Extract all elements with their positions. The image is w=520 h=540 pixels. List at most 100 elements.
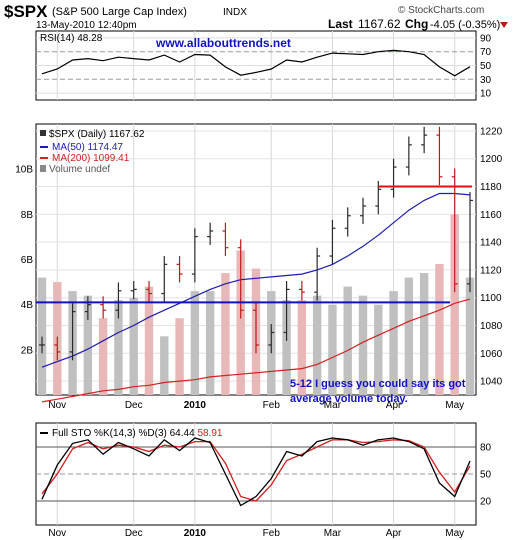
volume-tick-label: 4B [21, 300, 34, 311]
volume-bar [160, 336, 169, 395]
price-x-label: Mar [324, 400, 342, 411]
volume-bar [37, 277, 47, 395]
volume-bar [83, 295, 93, 395]
price-tick-label: 1080 [480, 321, 503, 332]
annotation-line-1: 5-12 I guess you could say its got [290, 378, 466, 390]
volume-bar [205, 291, 215, 395]
sto-k-value: 64.44 [170, 428, 195, 439]
last-label: Last [328, 17, 353, 31]
price-tick-label: 1160 [480, 210, 502, 221]
volume-bar [114, 300, 123, 395]
volume-bar [129, 297, 138, 395]
volume-bar [343, 286, 352, 395]
sto-ticks: 80 50 20 [480, 443, 492, 508]
ma200-line [41, 298, 471, 403]
price-tick-label: 1200 [480, 154, 503, 165]
price-x-label: Nov [48, 400, 66, 411]
price-tick-label: 1180 [480, 182, 502, 193]
rsi-label: RSI(14) 48.28 [40, 33, 103, 44]
rsi-line [41, 49, 471, 77]
volume-bar [419, 273, 429, 395]
volume-bar [297, 300, 307, 395]
ma50-line [41, 192, 471, 368]
price-tick-label: 1060 [480, 349, 503, 360]
price-tick-label: 1040 [480, 377, 503, 388]
price-tick-label: 1100 [480, 293, 502, 304]
rsi-overbought-fill [385, 50, 402, 52]
volume-bar [435, 264, 444, 395]
volume-bars [37, 214, 475, 395]
volume-bar [144, 286, 154, 395]
volume-bar [374, 304, 383, 395]
volume-bar [450, 214, 459, 395]
volume-tick-label: 2B [21, 345, 34, 356]
price-x-label: May [445, 400, 464, 411]
volume-bar [236, 250, 245, 395]
volume-tick-label: 6B [21, 255, 34, 266]
price-label: $SPX (Daily) 1167.62 [49, 129, 145, 140]
quote-date: 13-May-2010 12:40pm [36, 20, 137, 31]
price-x-label: 2010 [184, 400, 207, 411]
rsi-ticks: 90 70 50 30 10 [480, 33, 492, 99]
volume-tick-label: 8B [21, 210, 34, 221]
rsi-grid [36, 31, 476, 100]
annotation-line-2: average volume today. [290, 393, 408, 405]
volume-tick-label: 10B [15, 165, 33, 176]
sto-x-label: Mar [324, 528, 342, 539]
symbol: $SPX [4, 2, 48, 21]
sto-x-label: 2010 [184, 528, 207, 539]
sto-k-line [41, 437, 471, 507]
sto-label: Full STO %K(14,3) %D(3) [52, 428, 167, 439]
x-axis-labels-bottom: Nov Dec 2010 Feb Mar Apr May [48, 528, 464, 539]
rsi-tick-label: 70 [480, 47, 492, 58]
volume-bar [465, 277, 475, 395]
ma50-legend: MA(50) 1174.47 [52, 142, 123, 153]
sto-d-value: 58.91 [197, 428, 222, 439]
price-tick-label: 1220 [480, 126, 503, 137]
sto-tick-label: 80 [480, 443, 492, 454]
volume-swatch [40, 165, 46, 172]
volume-bar [221, 273, 230, 395]
volume-bar [358, 295, 368, 395]
price-x-label: Apr [386, 400, 402, 411]
volume-bar [389, 291, 398, 395]
volume-bar [175, 318, 184, 395]
rsi-tick-label: 50 [480, 61, 492, 72]
sto-tick-label: 50 [480, 470, 492, 481]
volume-bar [312, 295, 322, 395]
volume-legend: Volume undef [49, 164, 110, 175]
rsi-tick-label: 90 [480, 33, 492, 44]
exchange: INDX [223, 7, 247, 18]
ma200-legend: MA(200) 1099.41 [52, 153, 130, 164]
sto-x-label: Apr [386, 528, 402, 539]
chg-value: -4.05 (-0.35%) [430, 19, 500, 31]
rsi-tick-label: 30 [480, 75, 492, 86]
sto-x-label: Dec [125, 528, 143, 539]
sto-tick-label: 20 [480, 497, 492, 508]
sto-x-label: Nov [48, 528, 66, 539]
x-axis-labels-price: Nov Dec 2010 Feb Mar Apr May [48, 400, 464, 411]
last-value: 1167.62 [358, 17, 401, 31]
price-legend: $SPX (Daily) 1167.62 MA(50) 1174.47 MA(2… [40, 129, 145, 175]
price-tick-label: 1120 [480, 265, 502, 276]
volume-bar [404, 277, 414, 395]
svg-text:Full STO %K(14,3) %D(3) 64.44: Full STO %K(14,3) %D(3) 64.44 58.91 [52, 428, 223, 439]
candle-icon [40, 130, 46, 136]
price-bars [39, 126, 473, 361]
watermark: www.allabouttrends.net [155, 36, 291, 50]
volume-bar [98, 318, 108, 395]
sto-x-label: Feb [263, 528, 281, 539]
price-ticks: 1220 1200 1180 1160 1140 1120 1100 1080 1060 1040 [480, 126, 503, 387]
price-x-label: Dec [125, 400, 143, 411]
credit: © StockCharts.com [398, 5, 484, 16]
volume-ticks: 10B 8B 6B 4B 2B [15, 165, 33, 357]
sto-x-label: May [445, 528, 464, 539]
price-tick-label: 1140 [480, 238, 502, 249]
index-name: (S&P 500 Large Cap Index) [52, 6, 187, 18]
volume-bar [328, 304, 337, 395]
volume-bar [190, 291, 200, 395]
chg-label: Chg [405, 17, 428, 31]
down-arrow-icon [500, 22, 508, 28]
price-x-label: Feb [263, 400, 281, 411]
